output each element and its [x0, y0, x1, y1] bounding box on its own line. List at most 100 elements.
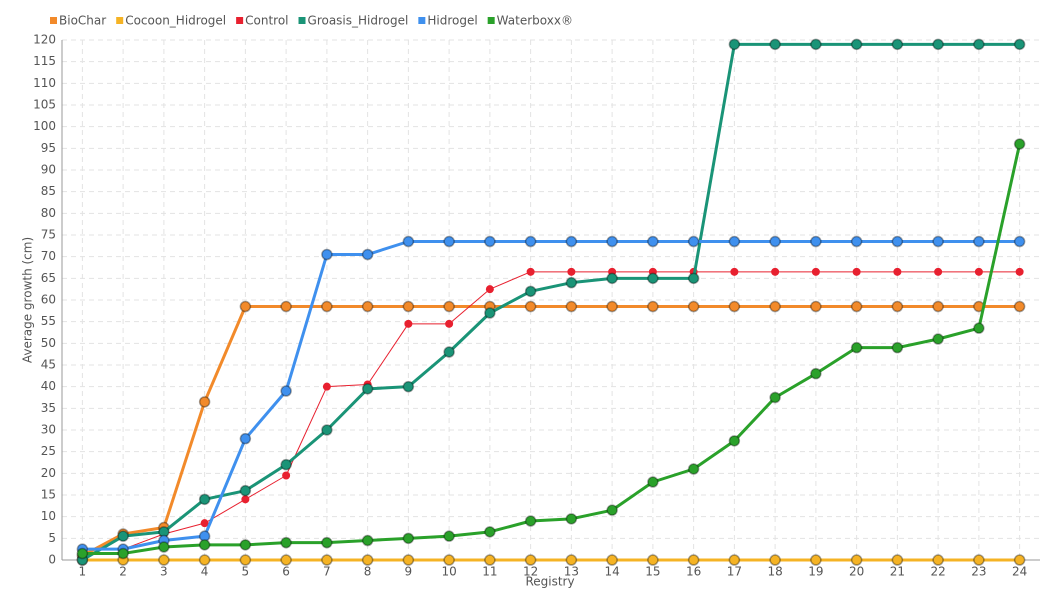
x-tick-label: 15: [645, 565, 660, 579]
point: [687, 463, 700, 475]
point: [606, 235, 618, 248]
legend-label: Control: [245, 14, 288, 28]
series-line: [82, 143, 1022, 555]
point: [402, 532, 415, 545]
point: [1013, 554, 1026, 566]
y-tick-label: 55: [41, 314, 56, 328]
point: [565, 513, 578, 525]
point: [893, 267, 902, 276]
y-tick-label: 20: [41, 466, 56, 480]
point: [728, 554, 741, 566]
series-line: [81, 42, 1020, 562]
y-tick-label: 15: [41, 488, 56, 502]
point: [1013, 38, 1026, 51]
point: [850, 235, 863, 248]
series-line: [81, 305, 1020, 557]
y-tick-label: 30: [41, 423, 56, 437]
x-tick-label: 14: [604, 565, 619, 579]
legend-swatch: [418, 17, 426, 24]
point: [1013, 138, 1026, 150]
point: [687, 272, 700, 285]
point: [891, 341, 904, 354]
point: [198, 493, 211, 506]
x-tick-label: 20: [849, 565, 864, 579]
point: [443, 346, 455, 358]
point: [973, 38, 985, 51]
point: [239, 539, 252, 551]
point: [524, 285, 537, 298]
point: [891, 38, 904, 51]
x-tick-label: 22: [930, 565, 945, 579]
point: [198, 396, 211, 408]
point: [280, 300, 292, 313]
y-tick-label: 80: [41, 206, 56, 220]
point: [811, 267, 820, 276]
y-tick-label: 115: [33, 54, 56, 68]
x-tick-label: 4: [201, 565, 209, 579]
point: [565, 276, 578, 289]
point: [198, 554, 211, 566]
point: [524, 554, 537, 566]
point: [1013, 300, 1026, 313]
y-tick-label: 50: [41, 336, 56, 350]
point: [158, 554, 170, 566]
point: [524, 515, 537, 527]
x-tick-label: 10: [441, 565, 456, 579]
point: [850, 38, 863, 51]
point: [852, 267, 861, 276]
x-tick-label: 17: [727, 565, 742, 579]
point: [200, 519, 209, 528]
point: [606, 300, 618, 313]
point: [402, 300, 415, 313]
point: [524, 300, 537, 313]
point: [239, 300, 252, 313]
point: [850, 341, 863, 354]
point: [322, 382, 331, 391]
point: [404, 319, 413, 328]
legend-swatch: [116, 17, 124, 24]
point: [565, 300, 578, 313]
point: [932, 300, 944, 313]
legend-swatch: [298, 17, 306, 24]
series-line: [82, 271, 1020, 550]
point: [443, 235, 455, 248]
y-tick-label: 95: [41, 141, 56, 155]
x-tick-label: 24: [1012, 565, 1027, 579]
point: [565, 235, 578, 248]
point: [932, 38, 944, 51]
point: [76, 547, 89, 560]
point: [728, 435, 741, 447]
point: [485, 285, 494, 294]
y-tick-label: 45: [41, 358, 56, 372]
point: [769, 38, 781, 51]
point: [728, 235, 741, 248]
point: [810, 235, 822, 248]
point: [647, 272, 659, 285]
x-tick-label: 18: [767, 565, 782, 579]
point: [647, 476, 659, 488]
point: [687, 235, 700, 248]
point: [445, 319, 454, 328]
point: [321, 300, 333, 313]
point: [361, 383, 374, 395]
point: [810, 38, 822, 51]
point: [198, 539, 211, 551]
y-tick-label: 60: [41, 293, 56, 307]
x-tick-label: 1: [79, 565, 87, 579]
point: [484, 307, 496, 319]
point: [117, 547, 129, 560]
y-tick-label: 100: [33, 119, 56, 133]
x-tick-label: 16: [686, 565, 701, 579]
y-tick-label: 70: [41, 249, 56, 263]
point: [647, 554, 659, 566]
point: [606, 272, 618, 285]
point: [158, 541, 170, 553]
point: [810, 554, 822, 566]
point: [484, 526, 496, 538]
point: [361, 248, 374, 261]
point: [850, 300, 863, 313]
legend-swatch: [487, 17, 495, 24]
x-tick-label: 11: [482, 565, 497, 579]
y-tick-label: 90: [41, 163, 56, 177]
